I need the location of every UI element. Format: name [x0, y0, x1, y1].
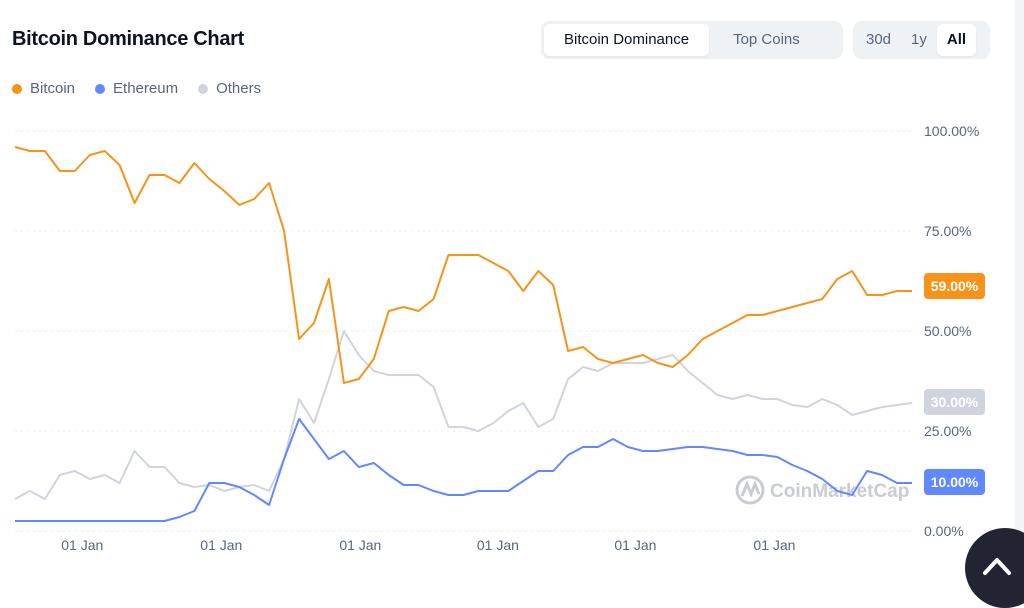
series-line-ethereum: [15, 418, 912, 522]
y-tick-label: 0.00%: [924, 523, 964, 539]
page-title: Bitcoin Dominance Chart: [12, 28, 245, 50]
view-toggle: Bitcoin Dominance Top Coins: [541, 21, 843, 59]
x-tick-label: 01 Jan: [477, 537, 519, 553]
y-tick-label: 50.00%: [924, 323, 971, 339]
others-dot-icon: [198, 83, 209, 94]
x-tick-label: 01 Jan: [61, 537, 103, 553]
series-line-bitcoin: [14, 146, 912, 384]
tab-bitcoin-dominance[interactable]: Bitcoin Dominance: [544, 24, 710, 56]
range-toggle: 30d 1y All: [853, 21, 990, 59]
tab-top-coins[interactable]: Top Coins: [733, 31, 800, 48]
last-value-badge: [924, 469, 985, 495]
legend-label: Ethereum: [113, 80, 179, 97]
scrollbar-track[interactable]: [1015, 0, 1024, 587]
range-1y[interactable]: 1y: [911, 31, 927, 48]
last-value-label: 10.00%: [931, 474, 979, 490]
chevron-up-icon: [983, 558, 1011, 575]
legend-ethereum[interactable]: Ethereum: [95, 80, 178, 97]
dominance-chart: 100.00% 75.00% 50.00% 25.00% 0.00% 01 Jan 01 J…: [14, 123, 985, 553]
y-tick-label: 100.00%: [924, 123, 979, 139]
legend-others[interactable]: Others: [198, 80, 261, 97]
scroll-to-top-button[interactable]: [965, 528, 1024, 608]
bitcoin-dot-icon: [12, 83, 22, 94]
y-tick-label: 25.00%: [924, 423, 971, 439]
x-tick-label: 01 Jan: [200, 537, 242, 553]
range-30d[interactable]: 30d: [866, 31, 892, 48]
last-value-badge: [924, 273, 985, 299]
x-tick-label: 01 Jan: [339, 537, 381, 553]
coinmarketcap-logo-icon: [735, 475, 765, 505]
x-tick-label: 01 Jan: [753, 537, 795, 553]
legend-bitcoin[interactable]: Bitcoin: [12, 80, 75, 97]
legend-label: Others: [216, 80, 262, 97]
last-value-badge: [924, 389, 985, 415]
series-line-others: [14, 330, 913, 500]
coinmarketcap-logo-icon: [740, 479, 761, 499]
legend-label: Bitcoin: [30, 80, 76, 97]
ethereum-dot-icon: [95, 83, 106, 94]
x-tick-label: 01 Jan: [614, 537, 656, 553]
chart-legend: Bitcoin Ethereum Others: [12, 80, 261, 97]
last-value-label: 30.00%: [931, 394, 979, 410]
range-all[interactable]: All: [936, 24, 977, 56]
last-value-label: 59.00%: [931, 278, 979, 294]
y-tick-label: 75.00%: [924, 223, 971, 239]
